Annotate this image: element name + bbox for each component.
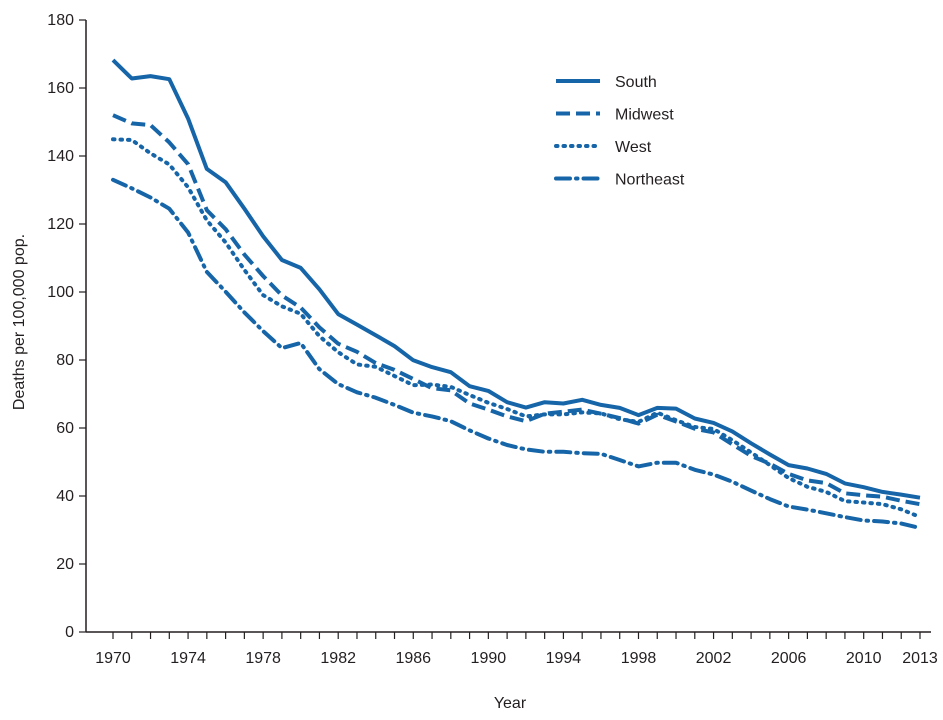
- legend: South Midwest West Northeast: [554, 74, 685, 189]
- x-tick-label: 2013: [902, 650, 938, 667]
- series-line-northeast: [111, 177, 922, 530]
- y-axis-title: Deaths per 100,000 pop.: [11, 234, 28, 410]
- x-tick-label: 1998: [621, 650, 657, 667]
- series-lines: [111, 58, 922, 530]
- series-line-midwest: [112, 113, 921, 507]
- x-axis-title: Year: [494, 695, 527, 712]
- axes: 0 20 40 60 80 100 120 140 160 180 1970 1974 1978 1982…: [47, 12, 938, 667]
- legend-label-west: West: [615, 139, 652, 156]
- legend-label-midwest: Midwest: [615, 107, 674, 124]
- x-tick-label: 1986: [395, 650, 431, 667]
- x-tick-label: 2010: [846, 650, 882, 667]
- series-line-west: [111, 137, 922, 520]
- y-tick-label: 120: [47, 216, 74, 233]
- x-tick-label: 1974: [170, 650, 206, 667]
- x-tick-label: 1982: [320, 650, 356, 667]
- x-tick-label: 1978: [245, 650, 281, 667]
- y-tick-label: 180: [47, 12, 74, 29]
- y-tick-label: 80: [56, 352, 74, 369]
- y-tick-label: 40: [56, 488, 74, 505]
- legend-label-northeast: Northeast: [615, 172, 685, 189]
- y-tick-label: 20: [56, 556, 74, 573]
- y-tick-label: 100: [47, 284, 74, 301]
- y-tick-label: 0: [65, 624, 74, 641]
- x-tick-label: 1994: [546, 650, 582, 667]
- legend-label-south: South: [615, 74, 657, 91]
- y-tick-label: 160: [47, 80, 74, 97]
- x-tick-label: 1970: [95, 650, 131, 667]
- y-tick-label: 60: [56, 420, 74, 437]
- x-tick-label: 2002: [696, 650, 732, 667]
- x-tick-label: 2006: [771, 650, 807, 667]
- series-line-south: [111, 58, 921, 500]
- x-tick-label: 1990: [471, 650, 507, 667]
- y-tick-label: 140: [47, 148, 74, 165]
